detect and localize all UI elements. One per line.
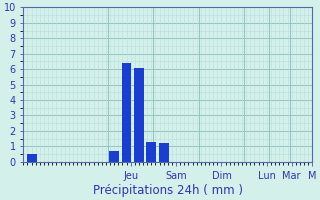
Bar xyxy=(27,154,36,162)
Bar xyxy=(109,151,119,162)
X-axis label: Précipitations 24h ( mm ): Précipitations 24h ( mm ) xyxy=(93,184,243,197)
Bar xyxy=(134,68,144,162)
Bar xyxy=(159,143,169,162)
Bar xyxy=(146,142,156,162)
Bar xyxy=(122,63,132,162)
